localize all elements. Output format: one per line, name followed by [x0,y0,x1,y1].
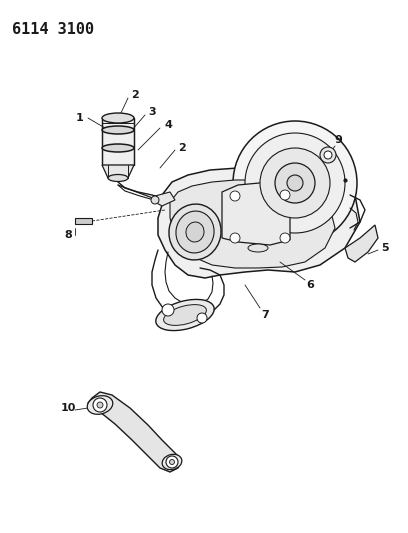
Polygon shape [345,225,378,262]
Circle shape [275,163,315,203]
Ellipse shape [156,300,214,330]
Text: 6114 3100: 6114 3100 [12,22,94,37]
Circle shape [324,151,332,159]
Circle shape [97,402,103,408]
Circle shape [169,459,175,464]
Polygon shape [102,118,134,165]
Polygon shape [88,392,180,472]
Text: 2: 2 [131,90,139,100]
Circle shape [230,233,240,243]
Circle shape [260,148,330,218]
Text: 7: 7 [261,310,269,320]
Circle shape [166,456,178,468]
Ellipse shape [164,304,206,325]
Ellipse shape [87,395,113,414]
Ellipse shape [169,204,221,260]
Circle shape [93,398,107,412]
Ellipse shape [102,126,134,134]
Polygon shape [75,218,92,224]
Polygon shape [170,180,335,268]
Circle shape [245,133,345,233]
Circle shape [280,233,290,243]
Text: 9: 9 [334,135,342,145]
Text: 3: 3 [148,107,156,117]
Circle shape [287,175,303,191]
Circle shape [162,304,174,316]
Polygon shape [155,192,175,206]
Text: 8: 8 [64,230,72,240]
Circle shape [233,121,357,245]
Ellipse shape [102,144,134,152]
Text: 10: 10 [60,403,76,413]
Circle shape [151,196,159,204]
Circle shape [230,191,240,201]
Ellipse shape [248,244,268,252]
Text: 2: 2 [178,143,186,153]
Text: 5: 5 [381,243,389,253]
Ellipse shape [176,211,214,253]
Circle shape [197,313,207,323]
Ellipse shape [102,113,134,123]
Polygon shape [222,182,290,245]
Circle shape [320,147,336,163]
Ellipse shape [186,222,204,242]
Ellipse shape [108,174,128,182]
Text: 4: 4 [164,120,172,130]
Polygon shape [102,165,134,178]
Polygon shape [158,163,360,278]
Text: 6: 6 [306,280,314,290]
Text: 1: 1 [76,113,84,123]
Circle shape [280,190,290,200]
Ellipse shape [162,454,182,470]
